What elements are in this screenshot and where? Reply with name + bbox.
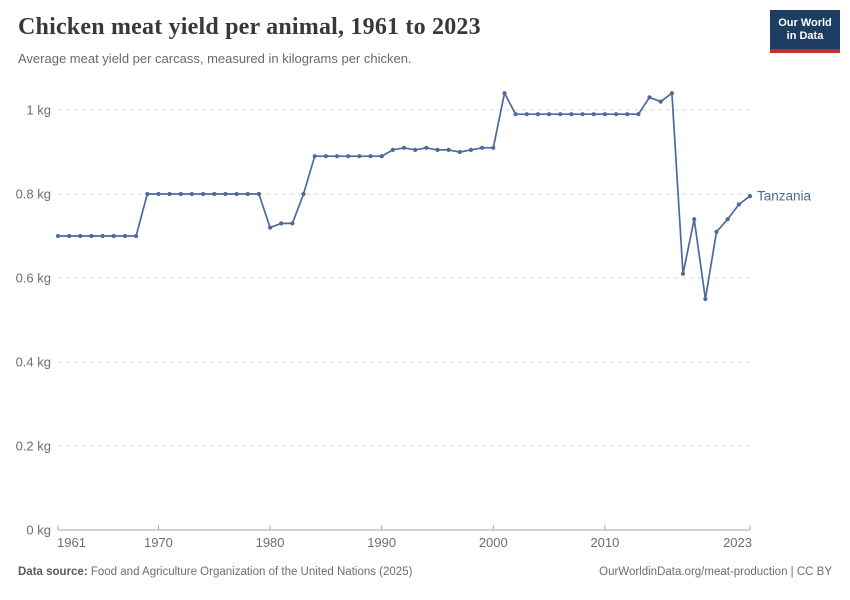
data-point[interactable]	[435, 147, 440, 152]
data-point[interactable]	[256, 191, 261, 197]
x-tick-label: 2010	[590, 535, 619, 550]
x-tick-label: 1961	[57, 535, 86, 550]
owid-logo-line1: Our World	[778, 16, 832, 29]
data-point[interactable]	[122, 233, 128, 239]
data-point[interactable]	[535, 112, 541, 117]
data-point[interactable]	[234, 191, 239, 197]
data-point[interactable]	[591, 112, 596, 117]
data-point[interactable]	[647, 95, 652, 100]
data-source-label: Data source:	[18, 566, 88, 578]
x-tick-label: 1970	[144, 535, 173, 550]
data-point[interactable]	[89, 233, 94, 239]
data-point[interactable]	[703, 296, 708, 302]
data-point[interactable]	[636, 112, 641, 117]
y-tick-label: 0 kg	[26, 523, 51, 538]
data-point[interactable]	[279, 221, 284, 226]
data-point[interactable]	[569, 112, 574, 117]
x-tick-label: 1990	[367, 535, 396, 550]
data-point[interactable]	[725, 217, 730, 222]
chart-footer: Data source: Food and Agriculture Organi…	[18, 566, 832, 578]
data-point[interactable]	[145, 191, 150, 197]
credit-line[interactable]: OurWorldinData.org/meat-production | CC …	[599, 566, 832, 578]
data-point[interactable]	[78, 233, 83, 239]
data-point[interactable]	[357, 154, 362, 159]
data-point[interactable]	[625, 112, 630, 117]
series-end-label-tanzania[interactable]: Tanzania	[757, 189, 812, 204]
x-tick-label: 2000	[479, 535, 508, 550]
data-point[interactable]	[67, 233, 72, 239]
data-point[interactable]	[524, 112, 529, 117]
data-point[interactable]	[747, 194, 753, 199]
data-point[interactable]	[736, 202, 741, 207]
y-tick-label: 0.4 kg	[16, 355, 51, 370]
data-point[interactable]	[390, 147, 395, 152]
data-point[interactable]	[401, 145, 407, 150]
data-point[interactable]	[547, 112, 552, 117]
y-tick-label: 0.6 kg	[16, 271, 51, 286]
data-point[interactable]	[189, 191, 194, 197]
x-tick-label: 2023	[723, 535, 752, 550]
data-point[interactable]	[580, 112, 585, 117]
data-point[interactable]	[502, 91, 507, 96]
chart-subtitle: Average meat yield per carcass, measured…	[18, 51, 412, 66]
data-point[interactable]	[178, 191, 183, 197]
x-tick-label: 1980	[256, 535, 285, 550]
data-point[interactable]	[245, 191, 250, 197]
owid-logo-line2: in Data	[786, 29, 824, 42]
data-source: Data source: Food and Agriculture Organi…	[18, 566, 412, 578]
data-point[interactable]	[312, 154, 317, 159]
data-point[interactable]	[223, 191, 228, 197]
data-point[interactable]	[156, 191, 161, 197]
data-point[interactable]	[111, 233, 116, 239]
data-point[interactable]	[301, 191, 306, 197]
data-point[interactable]	[413, 147, 418, 152]
data-point[interactable]	[323, 154, 328, 159]
data-point[interactable]	[346, 154, 351, 159]
data-point[interactable]	[290, 221, 295, 226]
y-tick-label: 1 kg	[26, 103, 51, 118]
data-point[interactable]	[379, 154, 384, 159]
data-point[interactable]	[268, 225, 273, 230]
data-point[interactable]	[513, 112, 518, 117]
data-point[interactable]	[457, 149, 462, 155]
data-point[interactable]	[669, 91, 675, 96]
data-source-text: Food and Agriculture Organization of the…	[87, 566, 413, 578]
data-point[interactable]	[424, 145, 429, 150]
data-point[interactable]	[100, 233, 105, 239]
data-point[interactable]	[212, 191, 217, 197]
data-point[interactable]	[55, 233, 61, 239]
data-point[interactable]	[134, 233, 139, 239]
data-point[interactable]	[446, 147, 451, 152]
series-line-tanzania[interactable]	[57, 92, 751, 300]
data-point[interactable]	[480, 145, 485, 150]
y-tick-label: 0.8 kg	[16, 187, 51, 202]
page-title: Chicken meat yield per animal, 1961 to 2…	[18, 14, 481, 40]
data-point[interactable]	[658, 99, 663, 104]
owid-logo: Our World in Data	[770, 10, 840, 53]
data-point[interactable]	[334, 154, 340, 159]
data-point[interactable]	[491, 145, 496, 150]
data-point[interactable]	[602, 112, 608, 117]
data-point[interactable]	[558, 112, 563, 117]
data-point[interactable]	[680, 271, 686, 276]
data-point[interactable]	[167, 191, 172, 197]
data-point[interactable]	[468, 147, 474, 152]
data-point[interactable]	[368, 154, 373, 159]
data-point[interactable]	[714, 229, 719, 234]
data-point[interactable]	[692, 217, 697, 222]
data-point[interactable]	[201, 191, 206, 197]
y-tick-label: 0.2 kg	[16, 439, 51, 454]
data-point[interactable]	[614, 112, 619, 117]
